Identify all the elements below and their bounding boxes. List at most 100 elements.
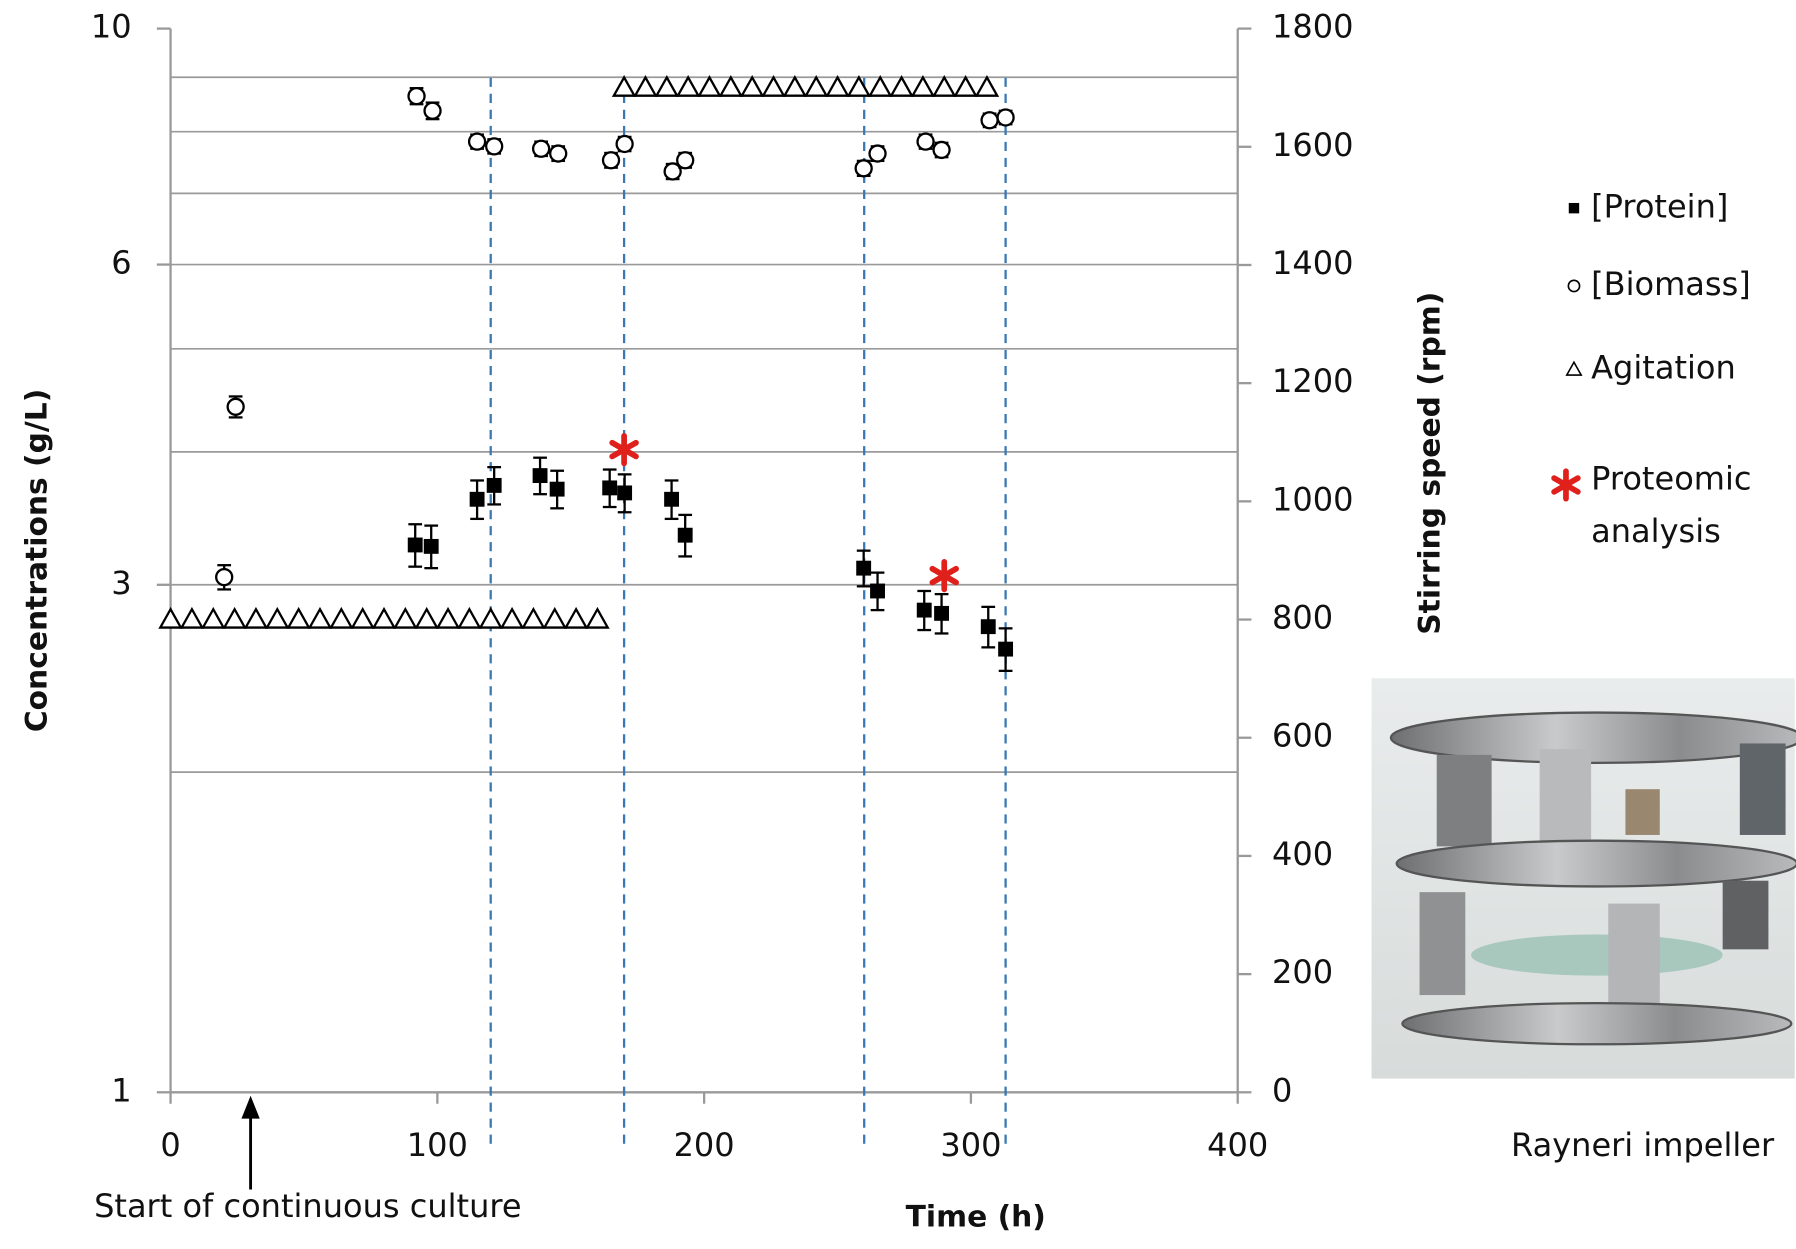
square-marker [916,602,932,618]
triangle-marker [414,606,439,629]
triangle-marker [718,75,744,97]
square-marker [980,619,996,635]
legend-label: Proteomic analysis [1591,459,1752,551]
triangle-marker [435,606,461,629]
square-marker [998,641,1014,657]
triangle-marker [542,606,567,629]
y2-tick-label: 1600 [1272,126,1353,164]
circle-marker [615,134,634,154]
circle-marker [996,108,1015,127]
square-marker [469,491,485,507]
y-tick-label: 3 [111,564,131,602]
circle-marker [868,144,887,163]
triangle-marker [307,606,333,629]
x-tick-label: 100 [407,1126,468,1164]
triangle-marker [457,606,482,629]
square-marker [486,477,502,493]
triangle-marker [825,75,850,97]
circle-marker [531,139,551,158]
circle-marker [916,132,935,151]
star-marker [609,432,639,467]
star-marker [1551,468,1581,502]
y2-tick-label: 1400 [1272,244,1353,282]
triangle-marker [350,606,375,629]
triangle-marker [889,75,914,97]
triangle-marker [654,75,680,97]
legend-marker [1568,202,1580,214]
circle-marker [663,162,682,181]
triangle-marker [265,606,290,629]
circle-marker [854,159,873,178]
triangle-marker [286,606,311,629]
square-marker [423,538,439,554]
square-marker [856,560,872,576]
triangle-marker [478,606,503,629]
triangle-marker [910,75,936,97]
y2-tick-label: 600 [1272,717,1333,755]
square-marker [602,480,618,496]
triangle-marker [611,75,637,97]
triangle-marker [739,75,765,97]
circle-marker [226,397,245,416]
legend-label-box: Agitation [1591,348,1736,387]
square-marker [532,468,548,484]
triangle-marker [179,606,205,629]
triangle-marker [371,606,397,629]
legend-label: [Biomass] [1591,265,1751,304]
legend-item: [Protein] [1568,187,1729,226]
legend-label: Agitation [1591,348,1736,387]
triangle-marker [243,606,269,629]
triangle-marker [329,606,354,629]
triangle-marker [633,75,658,97]
x-tick-label: 300 [940,1126,1001,1164]
circle-marker [1567,279,1581,293]
triangle-marker [563,606,589,629]
square-marker [664,491,680,507]
y2-tick-label: 1800 [1272,8,1353,46]
series [215,86,1015,591]
triangle-marker [1565,360,1583,376]
y2-tick-label: 1200 [1272,362,1353,400]
legend-item: Agitation [1565,348,1736,387]
y-axis-title: Concentrations (g/L) [19,389,54,732]
triangle-marker [675,75,701,97]
circle-marker [676,151,695,170]
star-marker [929,559,959,593]
circle-marker [549,144,568,163]
triangle-marker [393,606,418,629]
y2-tick-label: 400 [1272,835,1333,873]
series [407,456,1014,673]
triangle-marker [499,606,525,629]
triangle-marker [158,606,183,629]
legend-label-box: [Protein] [1591,187,1729,226]
y2-tick-label: 800 [1272,599,1333,637]
y-tick-label: 1 [111,1071,131,1109]
circle-marker [423,101,442,120]
legend-label-box: Proteomic analysis [1591,459,1752,551]
series [158,75,1000,629]
y2-tick-label: 0 [1272,1071,1292,1109]
circle-marker [467,132,487,151]
triangle-marker [585,606,610,629]
square-marker [934,605,950,621]
triangle-marker [803,75,829,97]
square-marker [870,583,885,599]
triangle-marker [931,75,957,97]
x-tick-label: 0 [160,1126,180,1164]
y2-tick-label: 200 [1272,953,1333,991]
y2-axis-title: Stirring speed (rpm) [1412,292,1447,635]
triangle-marker [782,75,808,97]
y-tick-label: 6 [111,244,131,282]
legend-marker [1565,360,1583,376]
legend-item: Proteomic analysis [1551,459,1752,551]
triangle-marker [697,75,722,97]
circle-marker [932,140,951,160]
impeller-photo [1371,678,1796,1079]
triangle-marker [521,606,546,629]
circle-marker [601,151,621,170]
legend-marker [1567,279,1581,293]
y-tick-label: 10 [91,8,132,46]
legend-label: [Protein] [1591,187,1729,226]
triangle-marker [200,606,226,629]
